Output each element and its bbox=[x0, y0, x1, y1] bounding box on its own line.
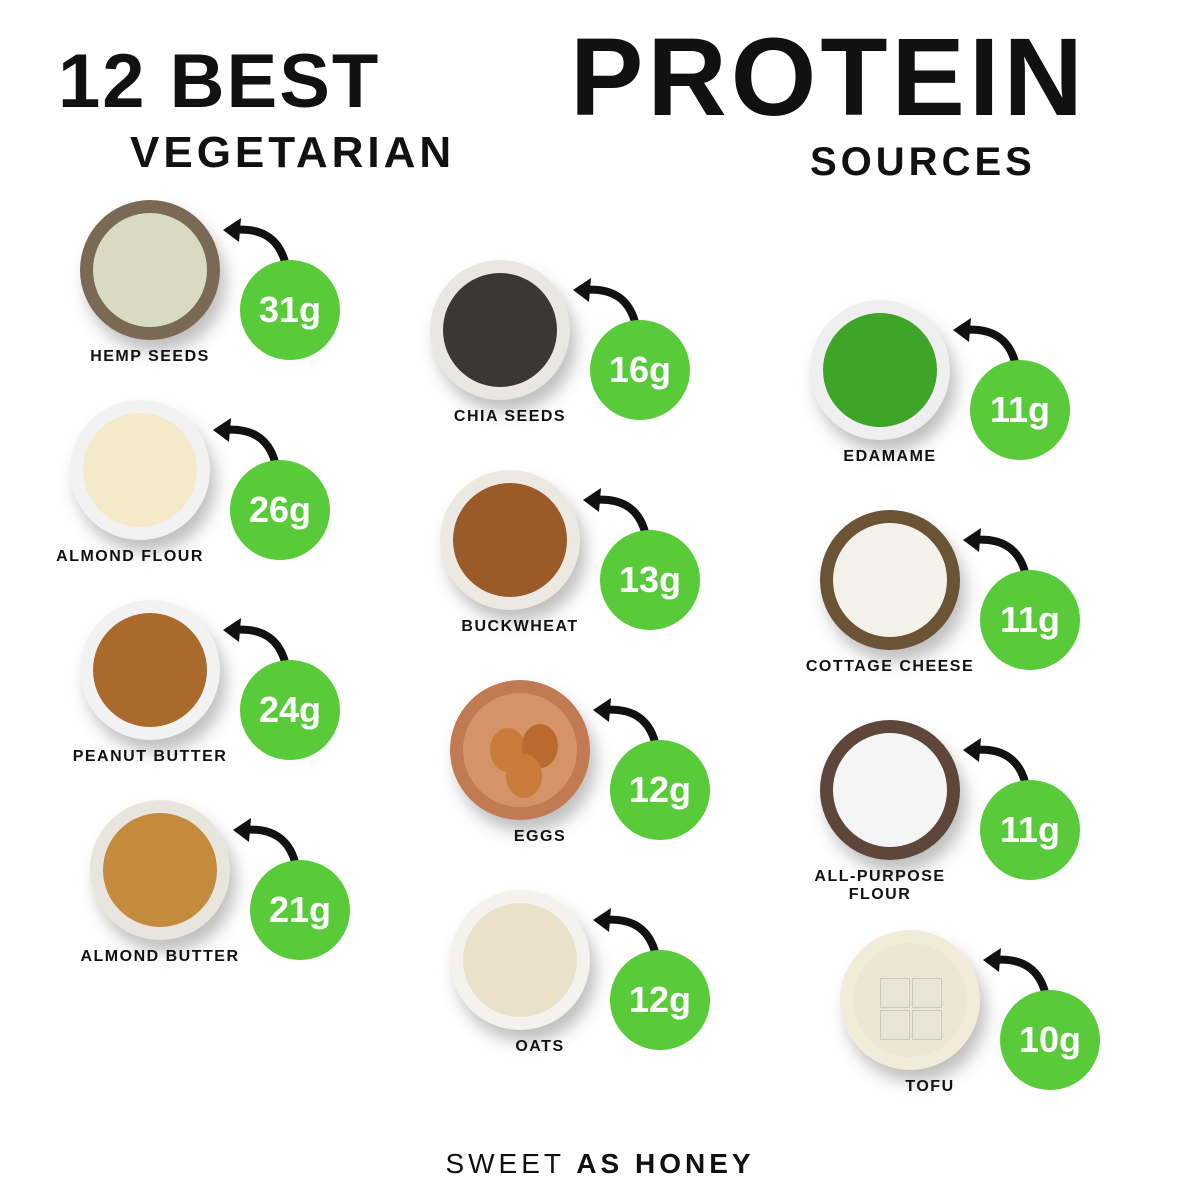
protein-badge: 21g bbox=[250, 860, 350, 960]
food-bowl bbox=[840, 930, 980, 1070]
food-label: OATS bbox=[450, 1038, 630, 1056]
subtitle-sources: SOURCES bbox=[810, 140, 1036, 185]
food-label: ALL-PURPOSE FLOUR bbox=[790, 868, 970, 904]
food-label: ALMOND BUTTER bbox=[70, 948, 250, 966]
protein-badge: 10g bbox=[1000, 990, 1100, 1090]
protein-value: 31g bbox=[259, 289, 321, 331]
food-bowl bbox=[80, 600, 220, 740]
protein-value: 11g bbox=[1000, 599, 1060, 641]
food-label: COTTAGE CHEESE bbox=[800, 658, 980, 676]
food-item: 24g PEANUT BUTTER bbox=[80, 600, 400, 820]
food-label: HEMP SEEDS bbox=[60, 348, 240, 366]
food-label: TOFU bbox=[840, 1078, 1020, 1096]
food-label: EDAMAME bbox=[800, 448, 980, 466]
food-item: 11g EDAMAME bbox=[810, 300, 1130, 520]
protein-value: 10g bbox=[1019, 1019, 1081, 1061]
protein-value: 13g bbox=[619, 559, 681, 601]
protein-badge: 13g bbox=[600, 530, 700, 630]
footer-brand: SWEET AS HONEY bbox=[0, 1148, 1200, 1180]
title-protein: PROTEIN bbox=[570, 14, 1087, 141]
protein-value: 11g bbox=[1000, 809, 1060, 851]
food-item: 11g ALL-PURPOSE FLOUR bbox=[820, 720, 1140, 940]
food-bowl bbox=[430, 260, 570, 400]
food-bowl bbox=[70, 400, 210, 540]
food-bowl bbox=[450, 680, 590, 820]
food-label: ALMOND FLOUR bbox=[40, 548, 220, 566]
protein-value: 12g bbox=[629, 769, 691, 811]
food-item: 21g ALMOND BUTTER bbox=[90, 800, 410, 1020]
food-bowl bbox=[450, 890, 590, 1030]
food-bowl bbox=[810, 300, 950, 440]
food-bowl bbox=[820, 510, 960, 650]
protein-badge: 16g bbox=[590, 320, 690, 420]
food-label: CHIA SEEDS bbox=[420, 408, 600, 426]
food-bowl bbox=[80, 200, 220, 340]
protein-value: 24g bbox=[259, 689, 321, 731]
protein-badge: 24g bbox=[240, 660, 340, 760]
food-label: BUCKWHEAT bbox=[430, 618, 610, 636]
footer-bold: AS HONEY bbox=[576, 1148, 754, 1179]
protein-value: 21g bbox=[269, 889, 331, 931]
title-12best: 12 BEST bbox=[58, 38, 380, 125]
footer-light: SWEET bbox=[445, 1148, 564, 1179]
protein-badge: 11g bbox=[980, 780, 1080, 880]
protein-badge: 11g bbox=[970, 360, 1070, 460]
protein-value: 12g bbox=[629, 979, 691, 1021]
subtitle-vegetarian: VEGETARIAN bbox=[130, 128, 455, 178]
protein-value: 11g bbox=[990, 389, 1050, 431]
food-item: 13g BUCKWHEAT bbox=[440, 470, 760, 690]
protein-value: 26g bbox=[249, 489, 311, 531]
food-bowl bbox=[90, 800, 230, 940]
food-label: PEANUT BUTTER bbox=[60, 748, 240, 766]
food-item: 11g COTTAGE CHEESE bbox=[820, 510, 1140, 730]
protein-badge: 31g bbox=[240, 260, 340, 360]
food-item: 16g CHIA SEEDS bbox=[430, 260, 750, 480]
protein-value: 16g bbox=[609, 349, 671, 391]
food-item: 31g HEMP SEEDS bbox=[80, 200, 400, 420]
food-item: 10g TOFU bbox=[840, 930, 1160, 1150]
food-bowl bbox=[820, 720, 960, 860]
food-bowl bbox=[440, 470, 580, 610]
food-item: 12g OATS bbox=[450, 890, 770, 1110]
protein-badge: 26g bbox=[230, 460, 330, 560]
food-item: 26g ALMOND FLOUR bbox=[70, 400, 390, 620]
food-label: EGGS bbox=[450, 828, 630, 846]
protein-badge: 11g bbox=[980, 570, 1080, 670]
protein-badge: 12g bbox=[610, 740, 710, 840]
food-item: 12g EGGS bbox=[450, 680, 770, 900]
protein-badge: 12g bbox=[610, 950, 710, 1050]
